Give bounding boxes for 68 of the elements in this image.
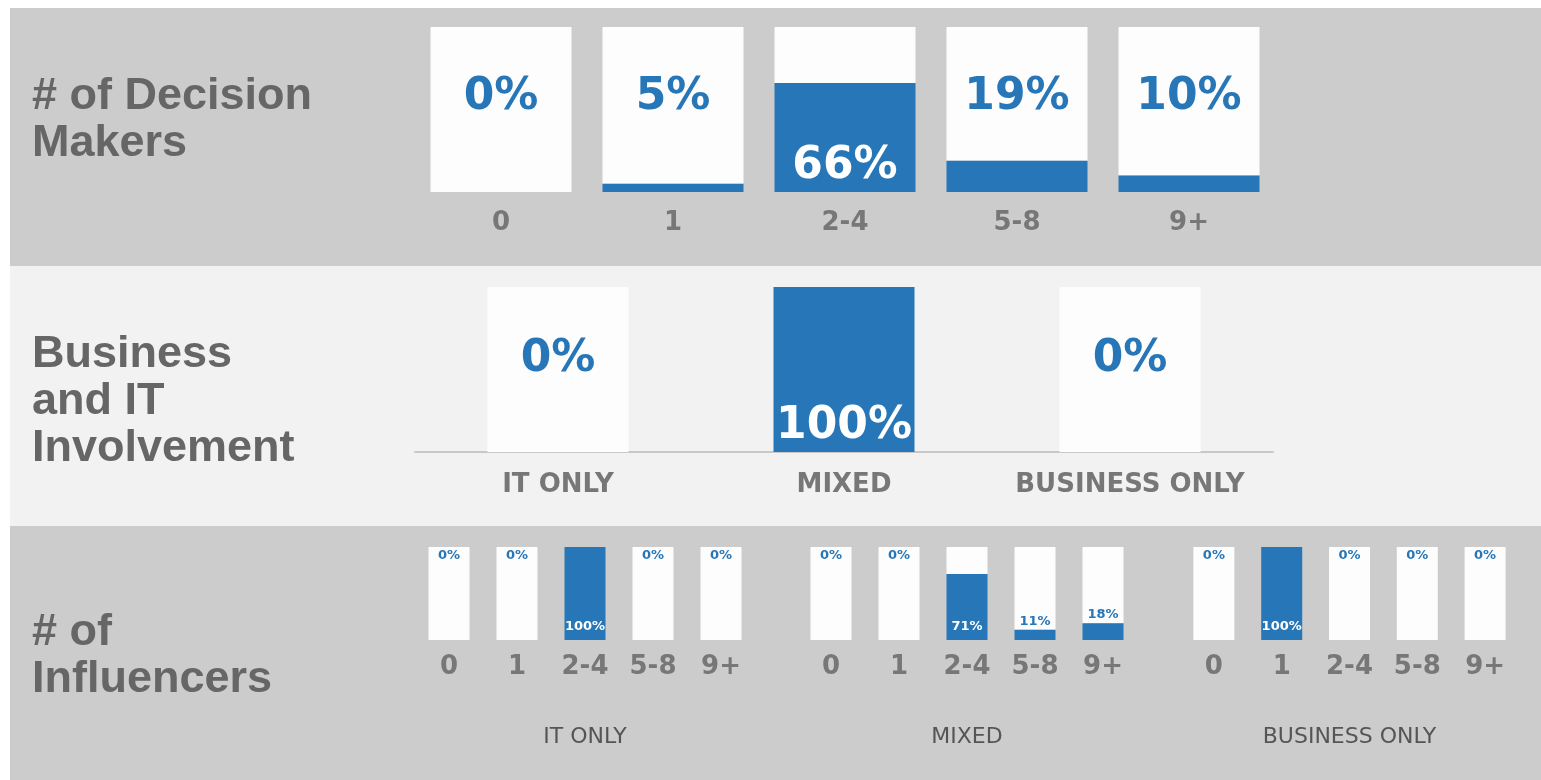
bar	[430, 27, 572, 192]
data-label: 0%	[1092, 329, 1168, 381]
data-label: 71%	[951, 618, 983, 633]
x-tick-label: 1	[1272, 650, 1291, 680]
data-label: 0%	[1406, 547, 1429, 562]
x-tick-label: 9+	[1083, 650, 1123, 680]
data-label: 0%	[463, 67, 539, 119]
bar	[946, 573, 988, 640]
x-tick-label: 2-4	[1326, 650, 1373, 680]
x-tick-label: 9+	[1169, 206, 1209, 236]
x-tick-label: 5-8	[993, 206, 1041, 236]
text: Business and IT Involvement	[32, 326, 296, 471]
data-label: 100%	[776, 396, 912, 448]
data-label: 100%	[564, 618, 606, 633]
text: # of Decision Makers	[32, 68, 314, 166]
bar	[1014, 629, 1056, 640]
bar	[1014, 547, 1056, 630]
x-tick-label: 2-4	[943, 650, 991, 680]
bar	[810, 547, 852, 640]
x-tick-label: 5-8	[1011, 650, 1059, 680]
bar	[602, 27, 744, 184]
x-tick-label: 0	[1204, 650, 1223, 680]
x-axis-title: IT ONLY	[543, 722, 628, 748]
x-tick-label: BUSINESS ONLY	[1015, 468, 1246, 498]
bar	[946, 547, 988, 574]
x-tick-label: 9+	[701, 650, 741, 680]
data-label: 0%	[641, 547, 665, 562]
x-tick-label: 5-8	[1393, 650, 1441, 680]
data-label: 66%	[792, 136, 898, 188]
data-label: 11%	[1019, 612, 1051, 628]
x-tick-label: 1	[663, 206, 683, 236]
data-label: 0%	[437, 547, 461, 562]
bar	[774, 27, 916, 84]
bar	[1082, 547, 1124, 624]
bar	[1082, 623, 1124, 640]
data-label: 5%	[635, 67, 711, 119]
data-label: 0%	[709, 547, 733, 562]
x-axis-title: BUSINESS ONLY	[1262, 722, 1437, 748]
x-axis-title: MIXED	[931, 722, 1003, 748]
x-tick-label: 0	[821, 650, 841, 680]
data-label: 0%	[1202, 547, 1225, 562]
x-tick-label: 2-4	[561, 650, 609, 680]
bar	[602, 183, 744, 192]
data-label: 0%	[1474, 547, 1497, 562]
x-tick-label: IT ONLY	[502, 468, 615, 498]
bar	[1118, 27, 1260, 176]
data-label: 10%	[1136, 67, 1242, 119]
text: # of Influencers	[32, 604, 274, 702]
data-label: 0%	[1338, 547, 1361, 562]
data-label: 0%	[505, 547, 529, 562]
x-tick-label: 5-8	[629, 650, 677, 680]
data-label: 19%	[964, 67, 1070, 119]
data-label: 0%	[887, 547, 911, 562]
x-tick-label: 0	[491, 206, 511, 236]
x-tick-label: 1	[507, 650, 527, 680]
data-label: 100%	[1261, 618, 1302, 633]
x-tick-label: 2-4	[821, 206, 869, 236]
data-label: 0%	[520, 329, 596, 381]
bar	[1118, 175, 1260, 192]
bar	[946, 27, 1088, 161]
data-label: 0%	[819, 547, 843, 562]
bar	[878, 547, 920, 640]
x-tick-label: MIXED	[796, 468, 892, 498]
bar	[946, 160, 1088, 192]
x-tick-label: 0	[439, 650, 459, 680]
data-label: 18%	[1087, 606, 1119, 622]
x-tick-label: 9+	[1465, 650, 1506, 680]
x-tick-label: 1	[889, 650, 909, 680]
